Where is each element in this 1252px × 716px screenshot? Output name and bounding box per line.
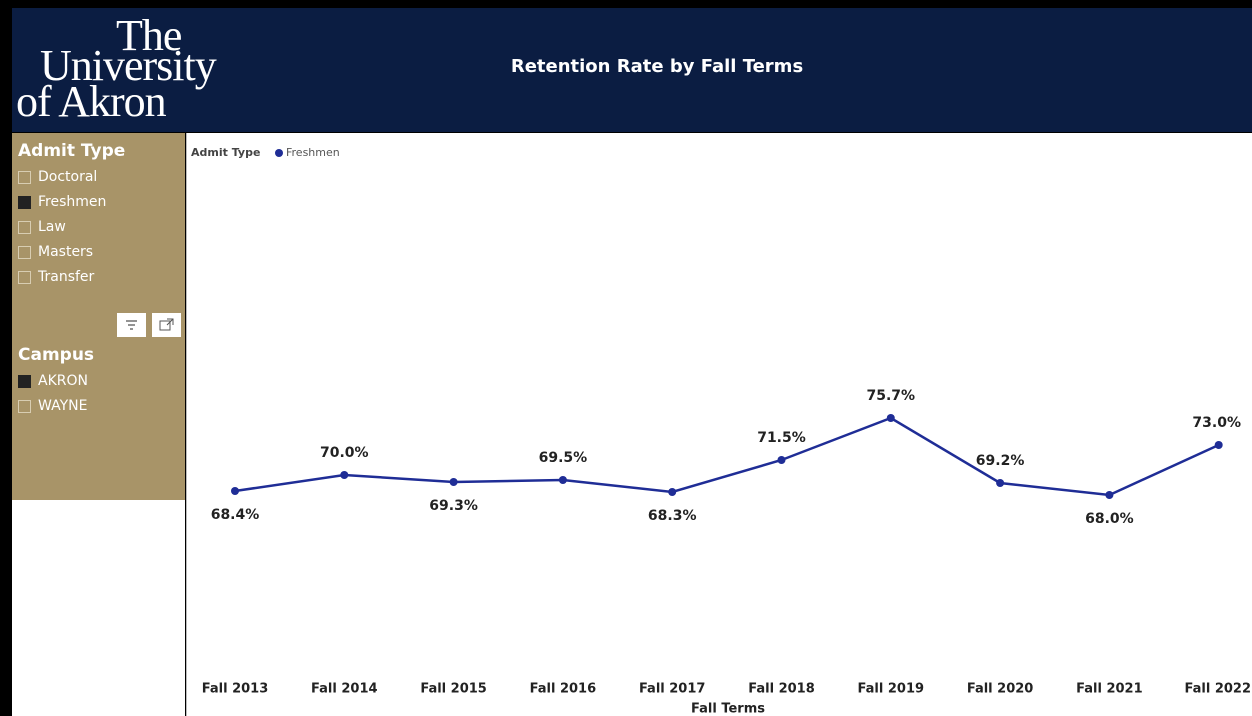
- data-label: 68.4%: [211, 507, 260, 523]
- point: [1105, 491, 1114, 499]
- filter-panel: Admit Type Doctoral Freshmen Law Masters Tran…: [12, 133, 185, 500]
- checkbox[interactable]: [18, 399, 31, 413]
- data-label: 71.5%: [757, 430, 806, 446]
- data-label: 69.2%: [976, 453, 1025, 469]
- x-tick-label: Fall 2022: [1184, 682, 1251, 697]
- item-label: Law: [38, 219, 66, 235]
- logo-line: University: [40, 41, 217, 90]
- x-tick-label: Fall 2019: [858, 682, 925, 697]
- slicer-item[interactable]: AKRON: [18, 371, 88, 391]
- x-tick-label: Fall 2016: [530, 682, 597, 697]
- point: [777, 456, 786, 464]
- header: The University of Akron Retention Rate b…: [12, 8, 1252, 132]
- data-label: 75.7%: [867, 388, 916, 404]
- line: [234, 416, 1220, 497]
- slicer-item[interactable]: Transfer: [18, 267, 94, 287]
- x-tick-label: Fall 2018: [748, 682, 815, 697]
- x-tick-label: Fall 2013: [202, 682, 269, 697]
- x-tick-label: Fall 2014: [311, 682, 378, 697]
- data-label: 73.0%: [1192, 415, 1241, 431]
- x-tick-label: Fall 2020: [967, 682, 1034, 697]
- item-label: Masters: [38, 244, 94, 260]
- point: [340, 471, 349, 479]
- point: [996, 479, 1005, 487]
- slicer-item[interactable]: Doctoral: [18, 167, 97, 187]
- slicer-item[interactable]: Masters: [18, 242, 93, 262]
- item-label: Doctoral: [38, 169, 98, 185]
- slicer-item[interactable]: Freshmen: [18, 192, 106, 212]
- data-label: 69.5%: [539, 450, 588, 466]
- slicer-title: Admit Type: [18, 141, 126, 161]
- checkbox[interactable]: [18, 195, 31, 209]
- x-axis-title: Fall Terms: [691, 702, 765, 716]
- filter-icon[interactable]: [117, 313, 146, 337]
- data-label: 68.0%: [1085, 511, 1134, 527]
- checkbox[interactable]: [18, 220, 31, 234]
- expand-icon[interactable]: [152, 313, 181, 337]
- data-label: 69.3%: [429, 498, 478, 514]
- point: [449, 478, 458, 486]
- logo: The University of Akron: [16, 14, 246, 126]
- x-tick-label: Fall 2021: [1076, 682, 1143, 697]
- x-tick-label: Fall 2017: [639, 682, 706, 697]
- logo-line: of Akron: [16, 77, 167, 126]
- item-label: Freshmen: [38, 194, 107, 210]
- slicer-item[interactable]: WAYNE: [18, 396, 87, 416]
- x-tick-label: Fall 2015: [420, 682, 487, 697]
- chart: Admit Type Freshmen 68.4% 70.0% 69.3% 69.5% 68…: [186, 133, 1252, 716]
- point: [231, 487, 239, 495]
- legend-title: Admit Type: [191, 146, 260, 159]
- filter-glyph: [126, 320, 137, 330]
- item-label: AKRON: [38, 373, 88, 389]
- checkbox[interactable]: [18, 245, 31, 259]
- checkbox[interactable]: [18, 270, 31, 284]
- checkbox[interactable]: [18, 170, 31, 184]
- legend-label: Freshmen: [286, 146, 340, 159]
- point: [886, 414, 895, 422]
- legend-marker: [275, 149, 283, 157]
- point: [668, 488, 677, 496]
- point: [1214, 441, 1223, 449]
- slicer-item[interactable]: Law: [18, 217, 66, 237]
- data-label: 70.0%: [320, 445, 369, 461]
- title: Retention Rate by Fall Terms: [510, 56, 804, 77]
- panel-blank: [12, 500, 185, 716]
- point: [558, 476, 567, 484]
- slicer-title: Campus: [18, 345, 95, 365]
- item-label: WAYNE: [38, 398, 88, 414]
- expand-glyph: [159, 318, 174, 331]
- item-label: Transfer: [38, 269, 95, 285]
- checkbox[interactable]: [18, 374, 31, 388]
- logo-line: The: [116, 11, 182, 60]
- data-label: 68.3%: [648, 508, 697, 524]
